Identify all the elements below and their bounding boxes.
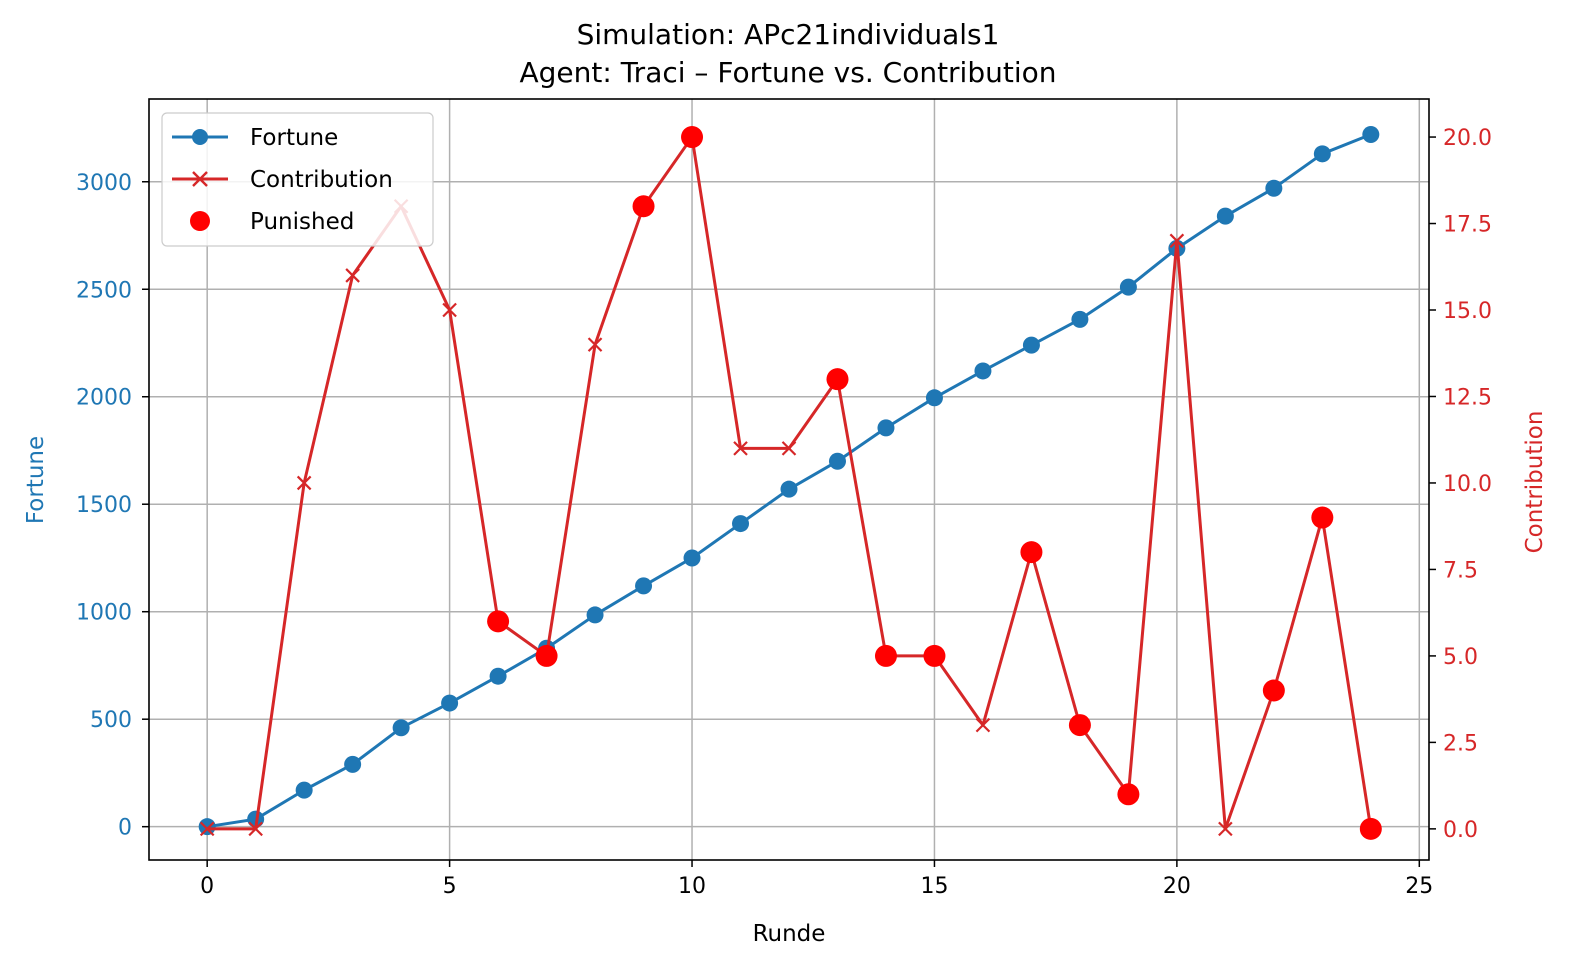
contribution-point (296, 475, 312, 491)
fortune-point (732, 515, 750, 533)
y-right-tick-label: 20.0 (1443, 126, 1492, 151)
fortune-point (1119, 278, 1137, 296)
fortune-point (392, 719, 410, 737)
punished-point (1020, 541, 1043, 564)
y-right-tick-label: 10.0 (1443, 472, 1492, 497)
punished-point (1359, 817, 1382, 840)
punished-point (632, 195, 655, 218)
x-tick-label: 5 (443, 874, 457, 899)
punished-point (1117, 783, 1140, 806)
punished-point (1068, 714, 1091, 737)
punished-point (681, 126, 704, 149)
y-axis-right: 0.0 2.5 5.0 7.5 10.0 12.5 15.0 17.5 20.0 (1429, 126, 1492, 843)
x-axis-label: Runde (753, 921, 826, 947)
y-right-tick-label: 15.0 (1443, 299, 1492, 324)
contribution-point (1218, 821, 1233, 837)
y-axis-left-label: Fortune (23, 436, 49, 524)
x-tick-label: 15 (920, 874, 948, 899)
contribution-point (975, 717, 991, 733)
fortune-point (1265, 179, 1283, 197)
fortune-point (586, 606, 604, 624)
fortune-point (925, 389, 943, 407)
y-left-tick-label: 1000 (76, 601, 132, 626)
y-right-tick-label: 0.0 (1443, 818, 1478, 843)
punished-point (874, 644, 897, 667)
fortune-point (1022, 336, 1040, 354)
y-axis-left: 0 500 1000 1500 2000 2500 3000 (76, 171, 149, 841)
punished-point (1311, 506, 1334, 529)
contribution-point (587, 337, 603, 352)
chart-subtitle: Agent: Traci – Fortune vs. Contribution (519, 56, 1056, 89)
fortune-point (877, 419, 895, 437)
y-left-tick-label: 2000 (76, 386, 132, 411)
punished-point (826, 368, 849, 391)
legend-punished-marker (190, 211, 210, 231)
fortune-point (635, 577, 653, 595)
legend-punished-label: Punished (250, 209, 354, 235)
contribution-point (1169, 233, 1185, 249)
fortune-point (780, 480, 798, 498)
fortune-point (489, 667, 507, 685)
grid (149, 99, 1429, 860)
y-left-tick-label: 3000 (76, 171, 132, 196)
legend-fortune-label: Fortune (250, 125, 338, 151)
x-tick-label: 0 (200, 874, 214, 899)
contribution-point (248, 821, 263, 837)
fortune-point (1362, 125, 1380, 143)
contribution-point (733, 441, 748, 456)
y-right-tick-label: 5.0 (1443, 645, 1478, 670)
y-left-tick-label: 1500 (76, 493, 132, 518)
punished-series (487, 126, 1382, 840)
fortune-point (441, 694, 459, 712)
punished-point (487, 610, 510, 633)
legend-contribution-marker (192, 171, 208, 187)
legend-box (161, 112, 434, 247)
plot-frame (148, 98, 1430, 861)
contribution-point (442, 302, 457, 318)
y-right-tick-label: 12.5 (1443, 385, 1492, 410)
fortune-point (344, 755, 362, 773)
fortune-point (974, 362, 992, 380)
contribution-point (345, 268, 360, 283)
chart-title: Simulation: APc21individuals1 (577, 18, 1000, 51)
fortune-point (828, 452, 846, 470)
contribution-point (781, 441, 797, 456)
fortune-point (683, 549, 701, 567)
x-tick-label: 20 (1163, 874, 1191, 899)
y-right-tick-label: 17.5 (1443, 213, 1492, 238)
punished-point (535, 644, 558, 667)
y-right-tick-label: 2.5 (1443, 731, 1478, 756)
x-tick-label: 10 (678, 874, 706, 899)
y-axis-right-label: Contribution (1522, 411, 1548, 554)
contribution-point (199, 821, 215, 837)
y-left-tick-label: 0 (118, 816, 132, 841)
fortune-point (198, 818, 216, 836)
fortune-point (1071, 310, 1089, 328)
y-right-tick-label: 7.5 (1443, 558, 1478, 583)
punished-point (923, 644, 946, 667)
legend-fortune-marker (192, 129, 208, 145)
fortune-point (1216, 207, 1234, 225)
punished-point (1262, 679, 1285, 702)
legend: Fortune Contribution Punished (161, 112, 434, 247)
y-left-tick-label: 500 (90, 708, 132, 733)
fortune-point (1313, 145, 1331, 163)
fortune-point (295, 781, 313, 799)
x-tick-label: 25 (1405, 874, 1433, 899)
x-axis: 0 5 10 15 20 25 (200, 860, 1433, 899)
y-left-tick-label: 2500 (76, 278, 132, 303)
legend-contribution-label: Contribution (250, 167, 393, 193)
